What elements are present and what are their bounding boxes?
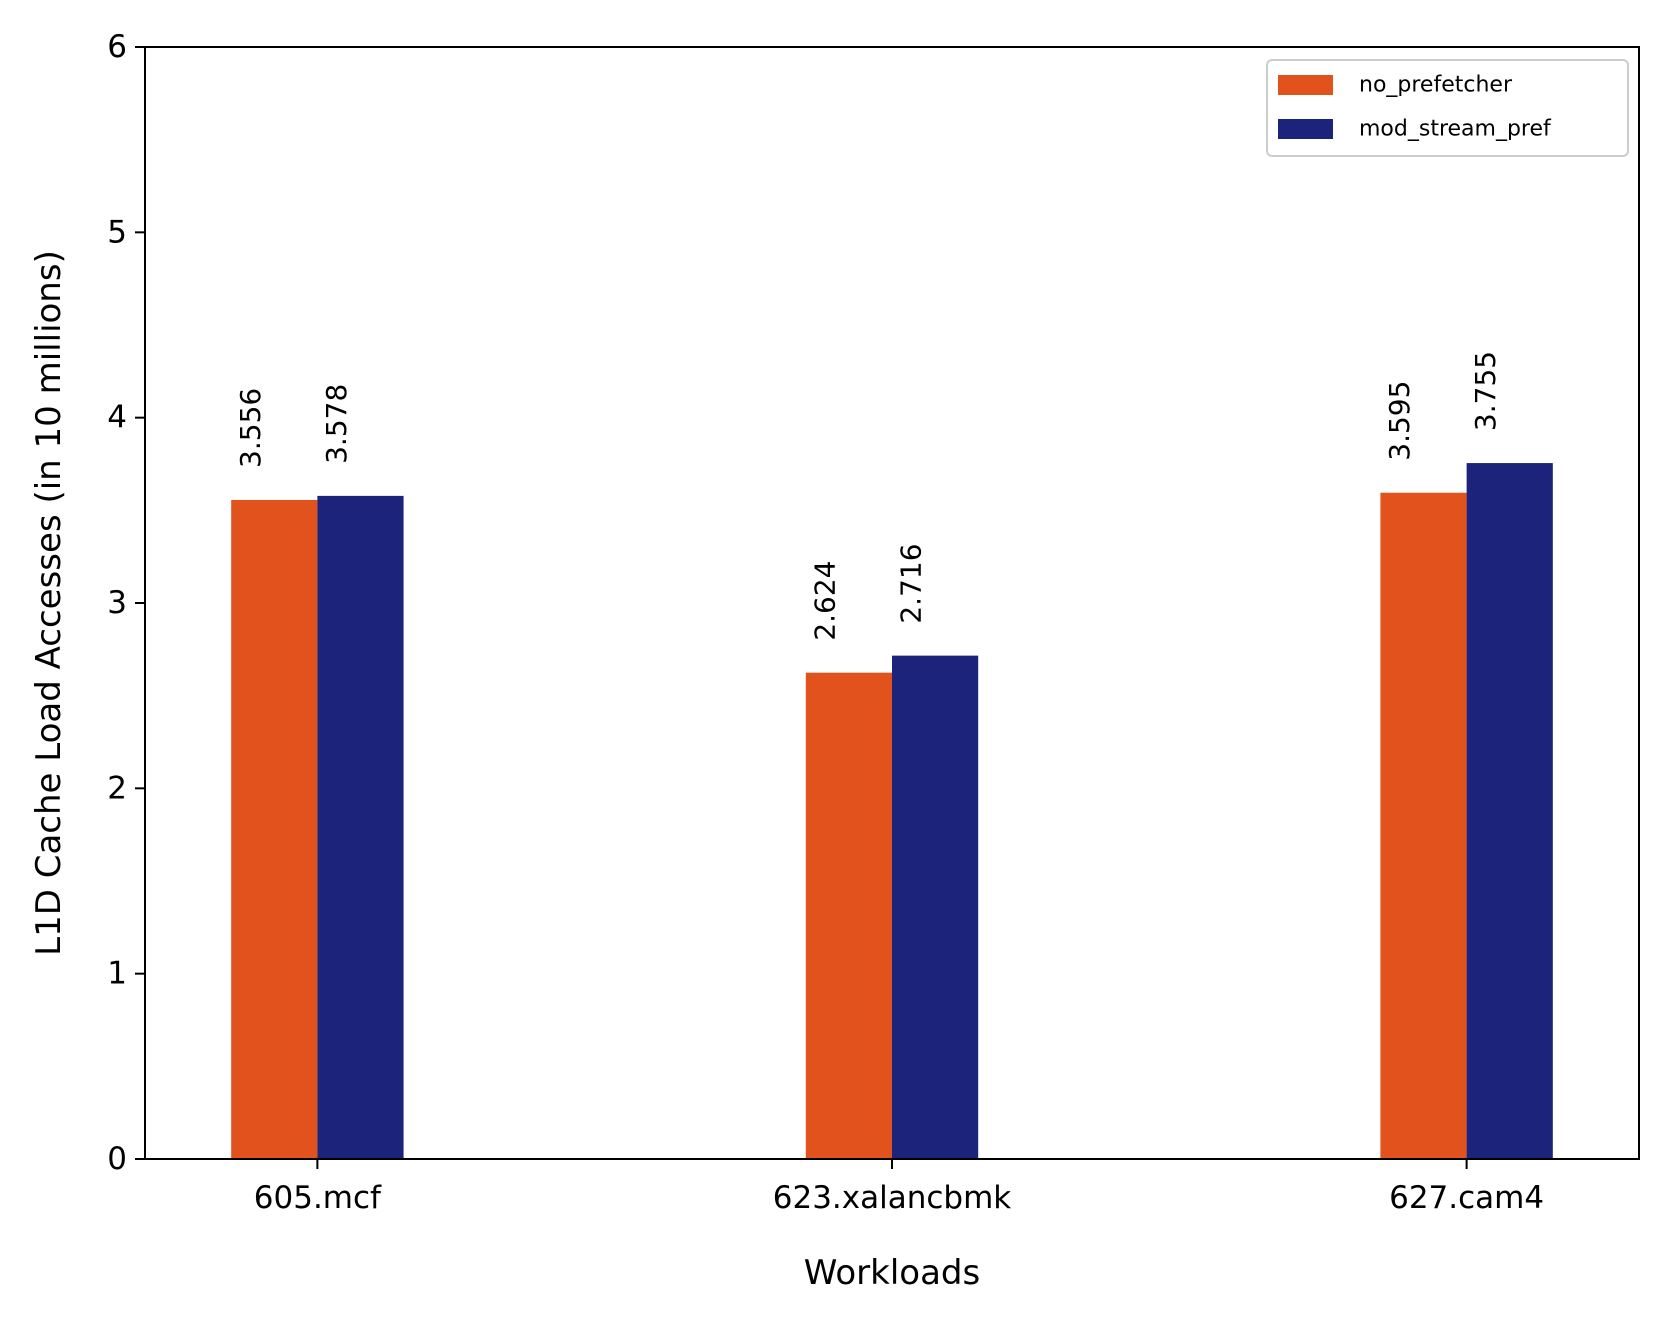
legend-swatch-no_prefetcher [1278,75,1333,95]
y-tick-label: 0 [107,1141,127,1177]
x-tick-label: 627.cam4 [1389,1180,1544,1216]
legend-box [1266,59,1629,157]
data-label-no_prefetcher-605.mcf: 3.556 [234,388,267,468]
data-label-no_prefetcher-623.xalancbmk: 2.624 [808,561,841,641]
legend: no_prefetcher mod_stream_pref [1266,59,1629,157]
x-tick-label: 623.xalancbmk [773,1180,1012,1216]
bar-no_prefetcher-605.mcf [231,499,318,1159]
data-label-no_prefetcher-627.cam4: 3.595 [1383,381,1416,461]
legend-swatch-mod_stream_pref [1278,119,1333,139]
y-tick-label: 1 [107,956,127,992]
data-label-mod_stream_pref-623.xalancbmk: 2.716 [895,543,928,623]
data-label-mod_stream_pref-627.cam4: 3.755 [1469,351,1502,431]
y-tick-label: 4 [107,400,127,436]
x-axis-title: Workloads [804,1253,980,1293]
y-tick-label: 2 [107,770,127,806]
bar-mod_stream_pref-623.xalancbmk [892,655,979,1159]
x-axis: 605.mcf 623.xalancbmk 627.cam4 [254,1159,1544,1216]
y-tick-label: 6 [107,29,127,65]
data-labels-layer: 3.556 2.624 3.595 3.578 2.716 3.755 [234,351,1502,641]
y-tick-label: 3 [107,585,127,621]
y-axis-title: L1D Cache Load Accesses (in 10 millions) [29,250,69,956]
bar-no_prefetcher-627.cam4 [1380,492,1467,1159]
x-tick-label: 605.mcf [254,1180,382,1216]
legend-label-no_prefetcher: no_prefetcher [1359,73,1513,98]
y-tick-label: 5 [107,214,127,250]
legend-label-mod_stream_pref: mod_stream_pref [1359,117,1552,142]
data-label-mod_stream_pref-605.mcf: 3.578 [320,384,353,464]
bar-mod_stream_pref-605.mcf [317,495,404,1159]
y-axis: 0 1 2 3 4 5 6 [107,29,145,1177]
bars-layer [231,463,1553,1159]
bar-no_prefetcher-623.xalancbmk [805,672,892,1159]
bar-mod_stream_pref-627.cam4 [1466,463,1553,1159]
